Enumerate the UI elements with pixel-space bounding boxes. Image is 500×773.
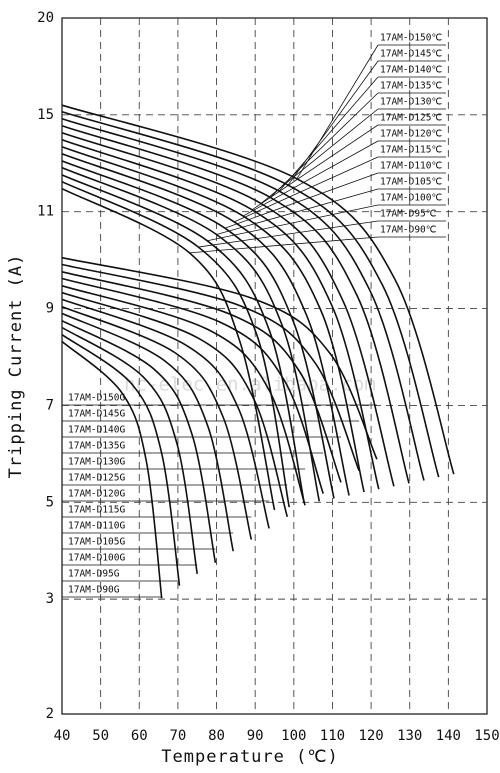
curve [61, 174, 306, 504]
curve [61, 263, 360, 472]
x-tick-label: 80 [208, 728, 225, 744]
leader-line [234, 156, 379, 223]
y-tick-label: 11 [37, 204, 54, 220]
curve [61, 117, 425, 481]
curve [61, 277, 324, 494]
curve [61, 305, 253, 540]
curve [61, 146, 365, 493]
series-label: 17AM-D120℃ [380, 129, 442, 140]
y-tick-label: 3 [46, 591, 54, 607]
y-tick-label: 2 [46, 706, 54, 722]
x-tick-label: 70 [169, 728, 186, 744]
series-label: 17AM-D95G [68, 569, 120, 580]
curve [61, 180, 290, 508]
leader-line [216, 188, 379, 235]
curve [61, 111, 440, 478]
x-axis-title: Temperature (℃) [161, 747, 338, 767]
leader-line [251, 124, 379, 211]
series-label: 17AM-D145G [68, 409, 125, 420]
leader-line [207, 204, 379, 242]
y-tick-label: 9 [46, 301, 54, 317]
curve [61, 326, 198, 575]
y-tick-label: 7 [46, 397, 54, 413]
curve [61, 312, 234, 552]
curve [61, 139, 380, 490]
series-label: 17AM-D135G [68, 441, 125, 452]
curve [61, 334, 181, 586]
x-tick-label: 140 [436, 728, 461, 744]
leader-line [278, 76, 379, 192]
series-label: 17AM-D125G [68, 473, 125, 484]
series-label: 17AM-D100G [68, 553, 125, 564]
curve [61, 166, 321, 502]
series-label: 17AM-D90℃ [380, 225, 437, 236]
series-label: 17AM-D150℃ [380, 33, 442, 44]
series-label: 17AM-D145℃ [380, 49, 442, 60]
x-tick-label: 150 [474, 728, 499, 744]
curve [61, 104, 455, 475]
y-tick-label: 20 [37, 10, 54, 26]
series-label: 17AM-D105℃ [380, 177, 442, 188]
curve [61, 153, 350, 496]
series-label: 17AM-D95℃ [380, 209, 437, 220]
series-label: 17AM-D125℃ [380, 113, 442, 124]
leader-line [189, 236, 379, 254]
curve [61, 132, 395, 487]
series-label: 17AM-D120G [68, 489, 125, 500]
leader-line [198, 220, 379, 248]
leader-line [260, 108, 379, 204]
leader-line [269, 92, 379, 198]
x-tick-label: 120 [358, 728, 383, 744]
leader-line [296, 44, 379, 179]
x-tick-label: 110 [320, 728, 345, 744]
curve [61, 256, 378, 460]
x-tick-label: 130 [397, 728, 422, 744]
series-label: 17AM-D110G [68, 521, 125, 532]
leader-line [224, 172, 379, 229]
curve [61, 285, 306, 506]
series-label: 17AM-D115℃ [380, 145, 442, 156]
series-label: 17AM-D105G [68, 537, 125, 548]
x-tick-label: 40 [54, 728, 71, 744]
series-label: 17AM-D140℃ [380, 65, 442, 76]
x-tick-label: 50 [92, 728, 109, 744]
plot-frame [61, 17, 488, 715]
curve [61, 291, 289, 518]
curve [61, 187, 276, 511]
series-label: 17AM-D150G [68, 393, 125, 404]
curve [61, 298, 270, 529]
leader-line [287, 60, 379, 186]
y-axis-title: Tripping Current (A) [6, 254, 26, 479]
series-label: 17AM-D115G [68, 505, 125, 516]
series-label: 17AM-D130℃ [380, 97, 442, 108]
x-tick-label: 90 [247, 728, 264, 744]
y-tick-label: 5 [46, 494, 54, 510]
series-label: 17AM-D100℃ [380, 193, 442, 204]
x-tick-label: 100 [281, 728, 306, 744]
curve [61, 271, 342, 483]
curve [61, 319, 217, 563]
curve [61, 340, 163, 599]
leader-line [243, 140, 379, 217]
series-label: 17AM-D135℃ [380, 81, 442, 92]
curve [61, 125, 410, 484]
y-tick-label: 15 [37, 107, 54, 123]
series-label: 17AM-D90G [68, 585, 120, 596]
series-label: 17AM-D130G [68, 457, 125, 468]
series-label: 17AM-D140G [68, 425, 125, 436]
series-label: 17AM-D110℃ [380, 161, 442, 172]
curve [61, 160, 335, 499]
x-tick-label: 60 [131, 728, 148, 744]
